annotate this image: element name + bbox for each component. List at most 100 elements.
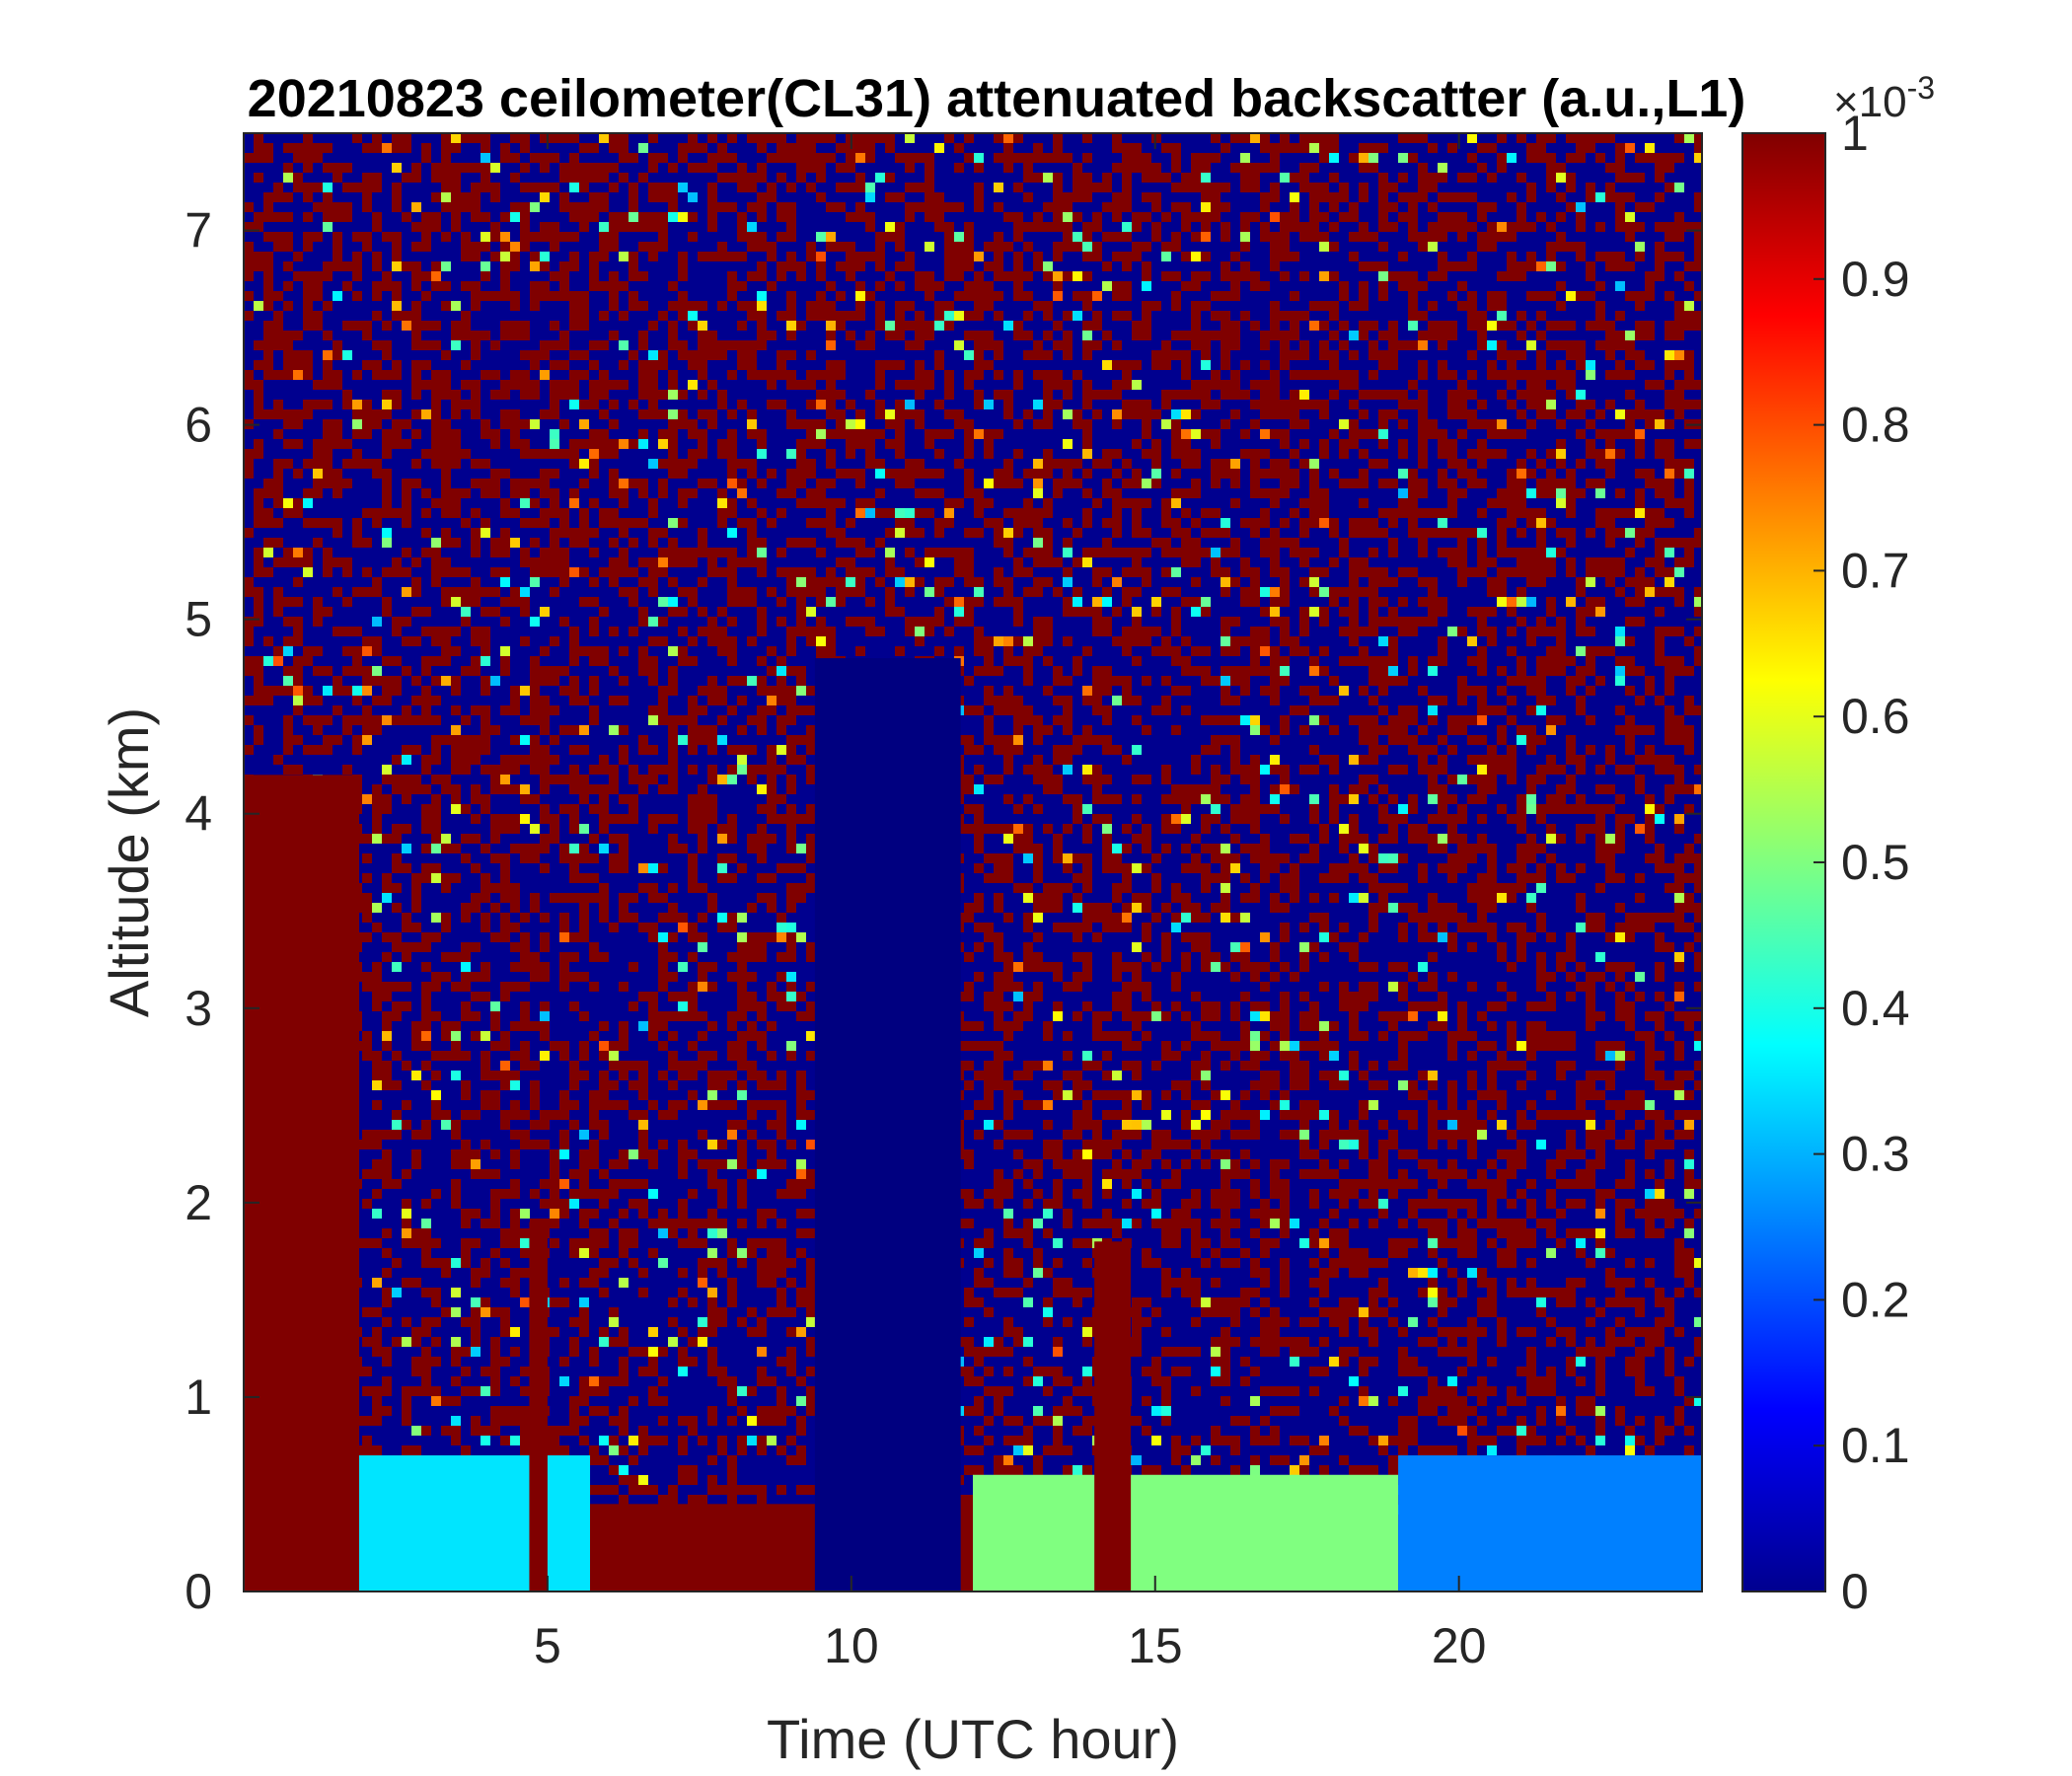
heatmap-cell <box>806 627 816 636</box>
heatmap-cell <box>1221 775 1230 784</box>
heatmap-cell <box>786 666 796 676</box>
heatmap-cell <box>550 636 559 646</box>
heatmap-cell <box>629 252 638 261</box>
heatmap-cell <box>816 390 826 400</box>
heatmap-cell <box>934 469 944 479</box>
heatmap-cell <box>510 686 520 696</box>
heatmap-cell <box>806 301 816 311</box>
heatmap-cell <box>579 419 589 429</box>
heatmap-cell <box>1142 192 1151 202</box>
heatmap-cell <box>1447 715 1457 725</box>
heatmap-cell <box>362 321 372 331</box>
heatmap-cell <box>1240 518 1250 528</box>
heatmap-cell <box>816 400 826 409</box>
heatmap-cell <box>550 390 559 400</box>
heatmap-cell <box>974 153 984 163</box>
heatmap-cell <box>964 735 974 745</box>
heatmap-cell <box>1349 429 1359 439</box>
heatmap-cell <box>698 331 707 340</box>
heatmap-cell <box>333 350 342 360</box>
heatmap-cell <box>313 380 323 390</box>
heatmap-cell <box>1586 715 1595 725</box>
heatmap-cell <box>1230 666 1240 676</box>
heatmap-cell <box>471 252 481 261</box>
heatmap-cell <box>1003 587 1013 597</box>
heatmap-cell <box>688 548 698 557</box>
heatmap-cell <box>757 173 767 183</box>
heatmap-cell <box>520 419 530 429</box>
heatmap-cell <box>619 133 629 143</box>
heatmap-cell <box>352 696 362 705</box>
heatmap-cell <box>1201 400 1211 409</box>
heatmap-cell <box>392 400 402 409</box>
heatmap-cell <box>569 370 579 380</box>
heatmap-cell <box>678 656 688 666</box>
heatmap-cell <box>964 804 974 814</box>
heatmap-cell <box>589 261 599 271</box>
heatmap-cell <box>1655 222 1665 232</box>
heatmap-cell <box>1151 469 1161 479</box>
heatmap-cell <box>490 469 500 479</box>
heatmap-cell <box>579 173 589 183</box>
heatmap-cell <box>984 429 994 439</box>
heatmap-cell <box>727 469 737 479</box>
heatmap-cell <box>1615 370 1625 380</box>
heatmap-cell <box>599 439 609 449</box>
heatmap-cell <box>1526 676 1536 686</box>
heatmap-cell <box>648 528 658 538</box>
heatmap-cell <box>1250 824 1260 834</box>
heatmap-cell <box>1674 321 1684 331</box>
heatmap-cell <box>1477 311 1487 321</box>
heatmap-cell <box>1161 814 1171 824</box>
heatmap-cell <box>530 676 540 686</box>
heatmap-cell <box>629 794 638 804</box>
heatmap-cell <box>1586 449 1595 459</box>
heatmap-cell <box>944 380 954 390</box>
heatmap-cell <box>1586 400 1595 409</box>
heatmap-cell <box>530 153 540 163</box>
heatmap-cell <box>263 548 273 557</box>
heatmap-cell <box>1092 676 1102 686</box>
heatmap-cell <box>313 479 323 488</box>
heatmap-cell <box>1684 735 1694 745</box>
heatmap-cell <box>372 291 382 301</box>
heatmap-cell <box>865 627 875 636</box>
heatmap-cell <box>1033 617 1043 627</box>
heatmap-cell <box>1487 775 1497 784</box>
heatmap-cell <box>569 449 579 459</box>
heatmap-cell <box>520 222 530 232</box>
heatmap-cell <box>1082 419 1092 429</box>
heatmap-cell <box>1546 627 1556 636</box>
heatmap-cell <box>717 834 727 844</box>
heatmap-cell <box>1280 133 1290 143</box>
heatmap-cell <box>273 232 283 242</box>
heatmap-cell <box>569 636 579 646</box>
heatmap-cell <box>451 202 461 212</box>
heatmap-cell <box>895 301 905 311</box>
heatmap-cell <box>244 252 254 261</box>
heatmap-cell <box>1053 321 1063 331</box>
heatmap-cell <box>1477 784 1487 794</box>
heatmap-cell <box>638 331 648 340</box>
heatmap-cell <box>609 488 619 498</box>
heatmap-cell <box>1665 183 1674 192</box>
heatmap-cell <box>619 380 629 390</box>
heatmap-cell <box>431 834 441 844</box>
heatmap-cell <box>530 360 540 370</box>
heatmap-cell <box>638 340 648 350</box>
heatmap-cell <box>1625 528 1635 538</box>
heatmap-cell <box>283 646 293 656</box>
heatmap-cell <box>1615 794 1625 804</box>
heatmap-cell <box>1290 370 1299 380</box>
heatmap-cell <box>984 715 994 725</box>
heatmap-cell <box>1013 824 1023 834</box>
heatmap-cell <box>1260 636 1270 646</box>
heatmap-cell <box>1674 469 1684 479</box>
heatmap-cell <box>1378 331 1388 340</box>
heatmap-cell <box>905 163 915 173</box>
heatmap-cell <box>1280 518 1290 528</box>
heatmap-cell <box>944 271 954 281</box>
heatmap-cell <box>392 311 402 321</box>
heatmap-cell <box>1674 331 1684 340</box>
heatmap-cell <box>244 528 254 538</box>
